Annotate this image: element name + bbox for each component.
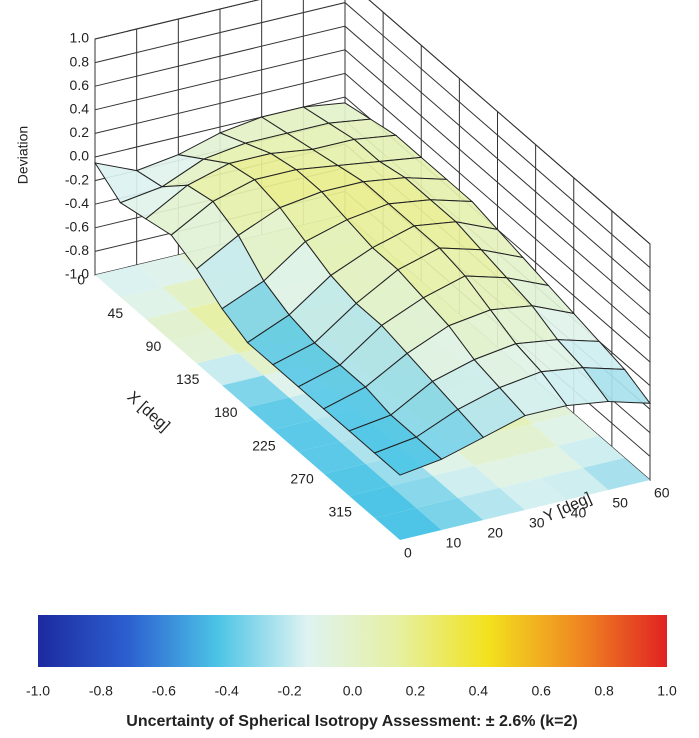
floor-cell <box>196 353 264 386</box>
z-tick-label: -1.0 <box>65 266 89 282</box>
x-tick-label: 90 <box>146 338 162 354</box>
x-tick-label: 0 <box>77 272 85 288</box>
colorbar-tick-label: -0.2 <box>278 683 302 699</box>
colorbar-tick-label: 0.8 <box>594 683 614 699</box>
z-tick-label: 0.0 <box>70 148 90 164</box>
floor-cell <box>557 435 625 468</box>
floor-cell <box>298 441 366 474</box>
floor-cell <box>457 487 525 520</box>
colorbar <box>38 615 667 667</box>
colorbar-tick-label: 0.6 <box>531 683 551 699</box>
floor-cell <box>515 445 583 478</box>
floor-cell <box>349 485 417 518</box>
floor-cell <box>532 413 600 446</box>
floor-cell <box>272 419 340 452</box>
floor-cell <box>120 287 188 320</box>
floor-cell <box>247 397 315 430</box>
colorbar-tick-label: -0.6 <box>152 683 176 699</box>
floor-cell <box>490 423 558 456</box>
floor-cell <box>474 455 542 488</box>
colorbar-tick-label: 0.0 <box>343 683 363 699</box>
floor-cell <box>582 457 650 490</box>
colorbar-tick-label: -0.4 <box>215 683 239 699</box>
floor-cell <box>171 331 239 364</box>
floor-cell <box>136 255 204 288</box>
x-tick-label: 180 <box>214 404 238 420</box>
x-tick-label: 270 <box>290 470 314 486</box>
y-tick-label: 10 <box>446 535 462 551</box>
z-axis-label: Deviation <box>15 126 31 184</box>
y-tick-label: 0 <box>404 545 412 561</box>
floor-cell <box>222 375 290 408</box>
z-tick-label: 0.8 <box>70 53 90 69</box>
floor-cell <box>499 477 567 510</box>
z-tick-label: -0.6 <box>65 219 89 235</box>
colorbar-tick-label: -1.0 <box>26 683 50 699</box>
x-tick-label: 315 <box>329 504 353 520</box>
y-tick-label: 50 <box>612 495 628 511</box>
z-tick-label: 1.0 <box>70 30 90 46</box>
x-axis-label: X [deg] <box>124 389 173 436</box>
surface-face <box>373 436 443 476</box>
z-tick-label: 0.4 <box>70 101 90 117</box>
colorbar-tick-label: 0.4 <box>469 683 489 699</box>
floor-cell <box>541 467 609 500</box>
x-tick-label: 135 <box>176 371 200 387</box>
z-tick-label: -0.4 <box>65 195 89 211</box>
x-tick-label: 45 <box>108 305 124 321</box>
y-tick-label: 20 <box>487 525 503 541</box>
z-tick-label: 0.2 <box>70 124 90 140</box>
z-tick-label: -0.8 <box>65 242 89 258</box>
floor-cell <box>432 465 500 498</box>
colorbar-tick-label: 0.2 <box>406 683 426 699</box>
colorbar-tick-label: 1.0 <box>657 683 677 699</box>
floor-cell <box>416 497 484 530</box>
floor-cell <box>323 463 391 496</box>
floor-cell <box>95 265 163 298</box>
floor-cell <box>390 475 458 508</box>
z-tick-label: -0.2 <box>65 171 89 187</box>
z-tick-label: 0.6 <box>70 77 90 93</box>
floor-cell <box>145 309 213 342</box>
x-tick-label: 225 <box>252 437 276 453</box>
colorbar-title: Uncertainty of Spherical Isotropy Assess… <box>126 713 577 730</box>
colorbar-tick-label: -0.8 <box>89 683 113 699</box>
y-tick-label: 40 <box>571 505 587 521</box>
y-tick-label: 60 <box>654 485 670 501</box>
y-tick-label: 30 <box>529 515 545 531</box>
floor-cell <box>374 507 442 540</box>
